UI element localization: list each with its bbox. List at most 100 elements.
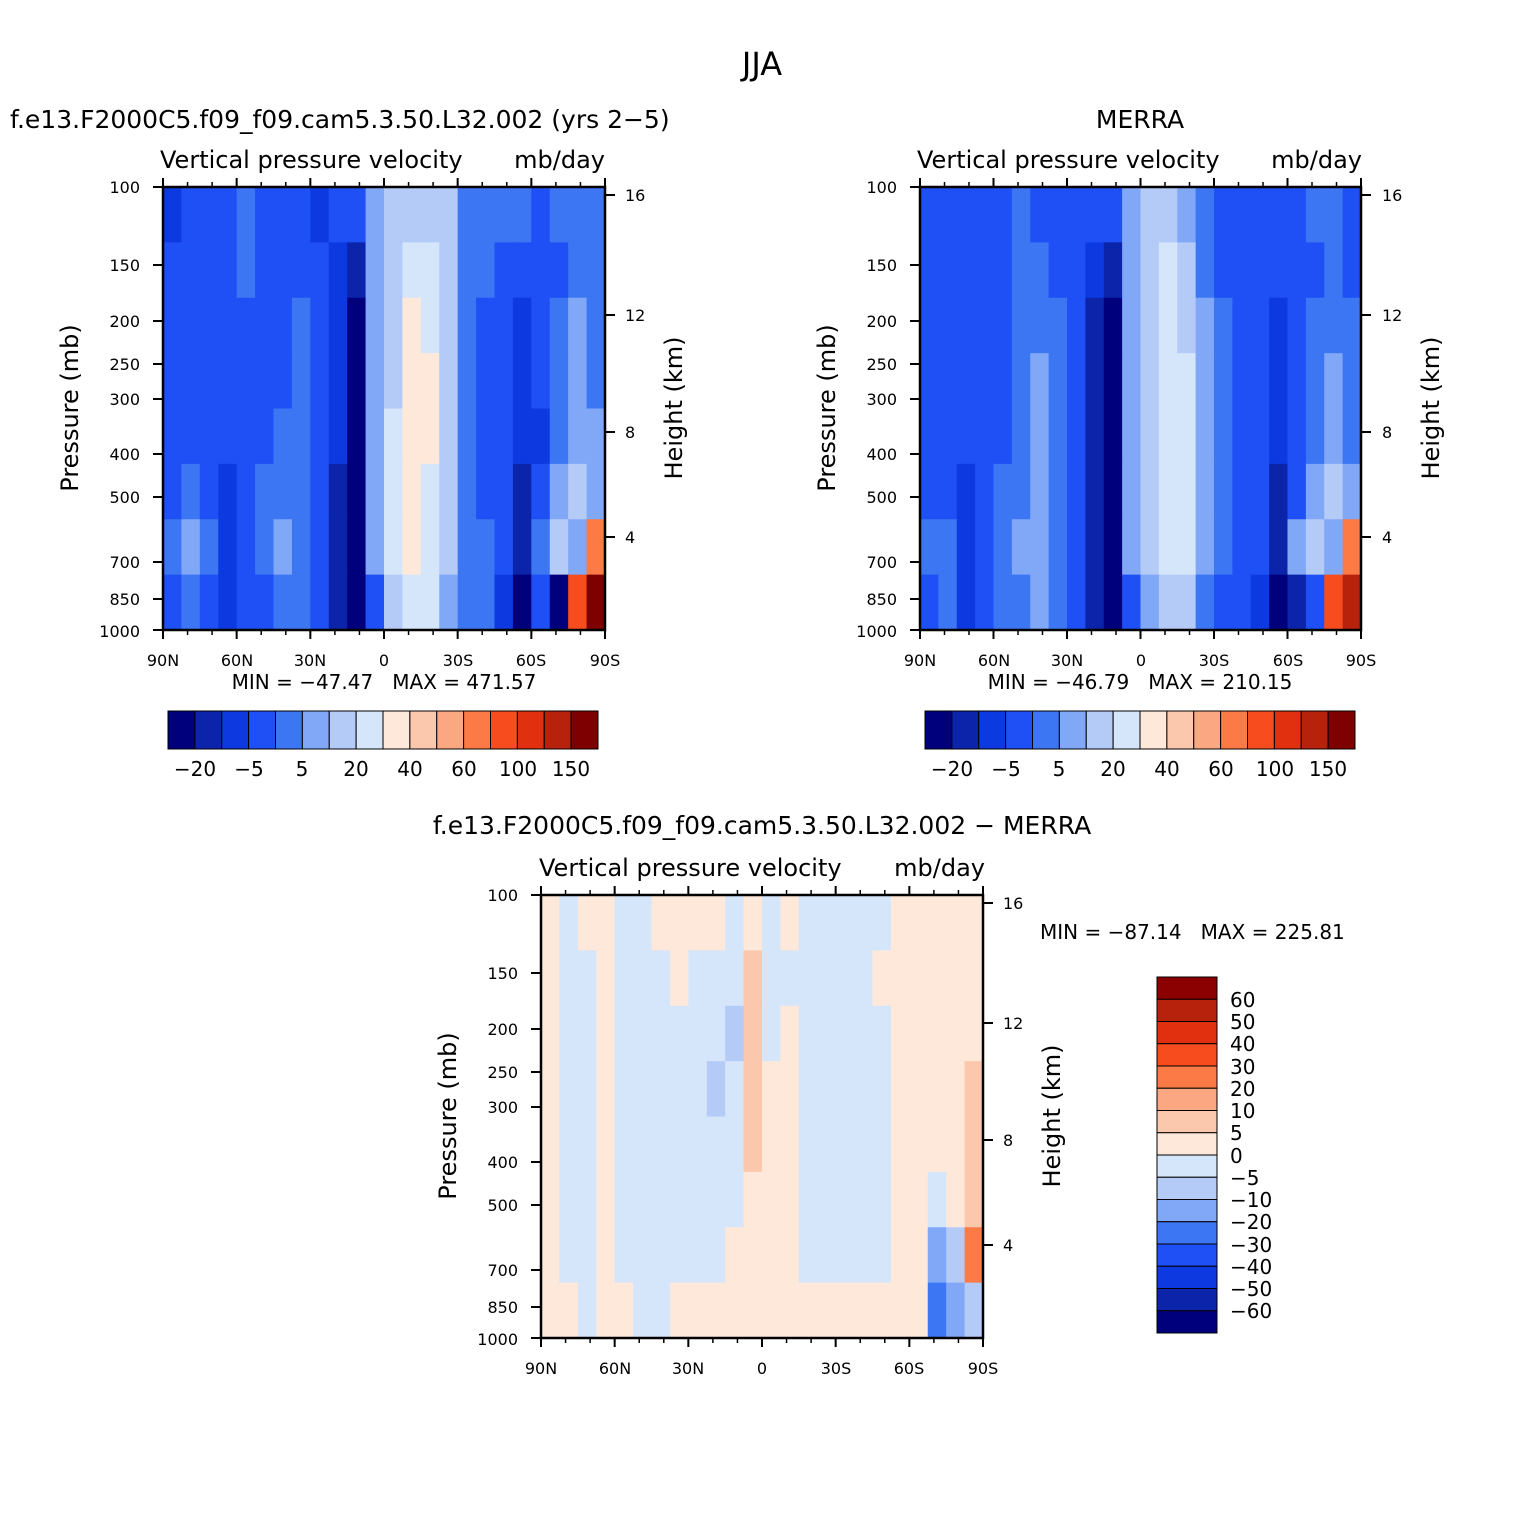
field-cell (938, 519, 958, 576)
y-tick-right-label: 16 (1382, 186, 1402, 205)
field-cell (568, 297, 588, 354)
field-cell (1011, 353, 1031, 410)
y-ticks-right: 16 12 8 4 (1382, 186, 1402, 547)
field-cell (798, 895, 818, 951)
field-cell (1103, 574, 1123, 631)
y-tick-label: 1000 (856, 622, 897, 641)
field-cell (688, 1227, 708, 1284)
field-cell (633, 1061, 653, 1118)
field-cell (1195, 519, 1215, 576)
field-cell (273, 463, 293, 520)
field-cell (780, 1171, 800, 1228)
colorbar-label: −5 (1230, 1166, 1259, 1190)
field-cell (476, 463, 496, 520)
field-cell (291, 242, 311, 299)
field-cell (909, 1227, 929, 1284)
field-cell (1324, 519, 1344, 576)
field-cell (347, 408, 367, 465)
colorbar-swatch (248, 710, 276, 750)
colorbar-swatch (1005, 710, 1033, 750)
panel-difference: f.e13.F2000C5.f09_f09.cam5.3.50.L32.002 … (433, 811, 1345, 1378)
colorbar-swatch (194, 710, 223, 750)
field-cell (1195, 574, 1215, 631)
field-cell (1195, 463, 1215, 520)
tick-marks (153, 178, 615, 639)
field-cell (993, 297, 1013, 354)
y-ticks-left: 100 150 200 250 300 400 500 700 850 1000 (477, 886, 518, 1349)
field-cell (817, 895, 837, 951)
field-cell (439, 519, 459, 576)
x-tick-label: 60N (978, 651, 1010, 670)
field-cell (1324, 353, 1344, 410)
x-tick-label: 30N (672, 1359, 704, 1378)
field-cell (956, 297, 976, 354)
field-cell (568, 353, 588, 410)
field-cell (725, 895, 745, 951)
field-cell (920, 463, 939, 520)
field-cell (1250, 242, 1270, 299)
field-cell (1140, 408, 1160, 465)
field-cell (1269, 463, 1289, 520)
field-cell (310, 353, 330, 410)
field-cell (1269, 519, 1289, 576)
field-cell (347, 353, 367, 410)
field-cell (439, 574, 459, 631)
heatmap-field (163, 187, 606, 631)
colorbar-label: 40 (1154, 757, 1179, 781)
colorbar-label: 60 (1208, 757, 1233, 781)
panel-model: f.e13.F2000C5.f09_f09.cam5.3.50.L32.002 … (10, 105, 688, 781)
field-cell (255, 574, 275, 631)
field-cell (365, 242, 385, 299)
field-cell (531, 408, 551, 465)
field-cell (762, 1227, 782, 1284)
field-cell (1195, 242, 1215, 299)
field-cell (817, 1061, 837, 1118)
field-cell (762, 1061, 782, 1118)
subtitle-variable: Vertical pressure velocity (917, 146, 1220, 174)
field-cell (938, 463, 958, 520)
field-cell (402, 187, 422, 243)
colorbar-label: 20 (1100, 757, 1125, 781)
field-cell (909, 895, 929, 951)
field-cell (218, 574, 238, 631)
field-cell (1103, 242, 1123, 299)
field-cell (706, 1116, 726, 1173)
field-cell (743, 1116, 763, 1173)
field-cell (291, 353, 311, 410)
field-cell (725, 1227, 745, 1284)
field-cell (568, 187, 588, 243)
y-axis-label: Pressure (mb) (434, 1032, 462, 1199)
field-cell (1232, 519, 1252, 576)
field-cell (420, 463, 440, 520)
colorbar-swatch (1156, 1243, 1218, 1267)
field-cell (273, 408, 293, 465)
field-cell (568, 519, 588, 576)
colorbar-swatch (924, 710, 953, 750)
field-cell (586, 408, 606, 465)
field-cell (236, 519, 256, 576)
field-cell (798, 1005, 818, 1062)
field-cell (1305, 519, 1325, 576)
field-cell (835, 950, 855, 1007)
x-tick-label: 90N (904, 651, 936, 670)
field-cell (531, 519, 551, 576)
field-cell (476, 519, 496, 576)
field-cell (780, 1005, 800, 1062)
colorbar-label: −5 (234, 757, 263, 781)
field-cell (975, 353, 995, 410)
field-cell (596, 1005, 616, 1062)
field-cell (236, 242, 256, 299)
field-cell (163, 408, 183, 465)
field-cell (975, 463, 995, 520)
colorbar-swatch (951, 710, 980, 750)
field-cell (1287, 519, 1307, 576)
field-cell (927, 1061, 947, 1118)
panel-title: MERRA (1096, 105, 1184, 134)
field-cell (975, 408, 995, 465)
field-cell (236, 297, 256, 354)
colorbar-swatch (1156, 976, 1218, 1000)
field-cell (1342, 297, 1362, 354)
y-tick-label: 500 (487, 1196, 518, 1215)
field-cell (365, 574, 385, 631)
field-cell (1195, 297, 1215, 354)
